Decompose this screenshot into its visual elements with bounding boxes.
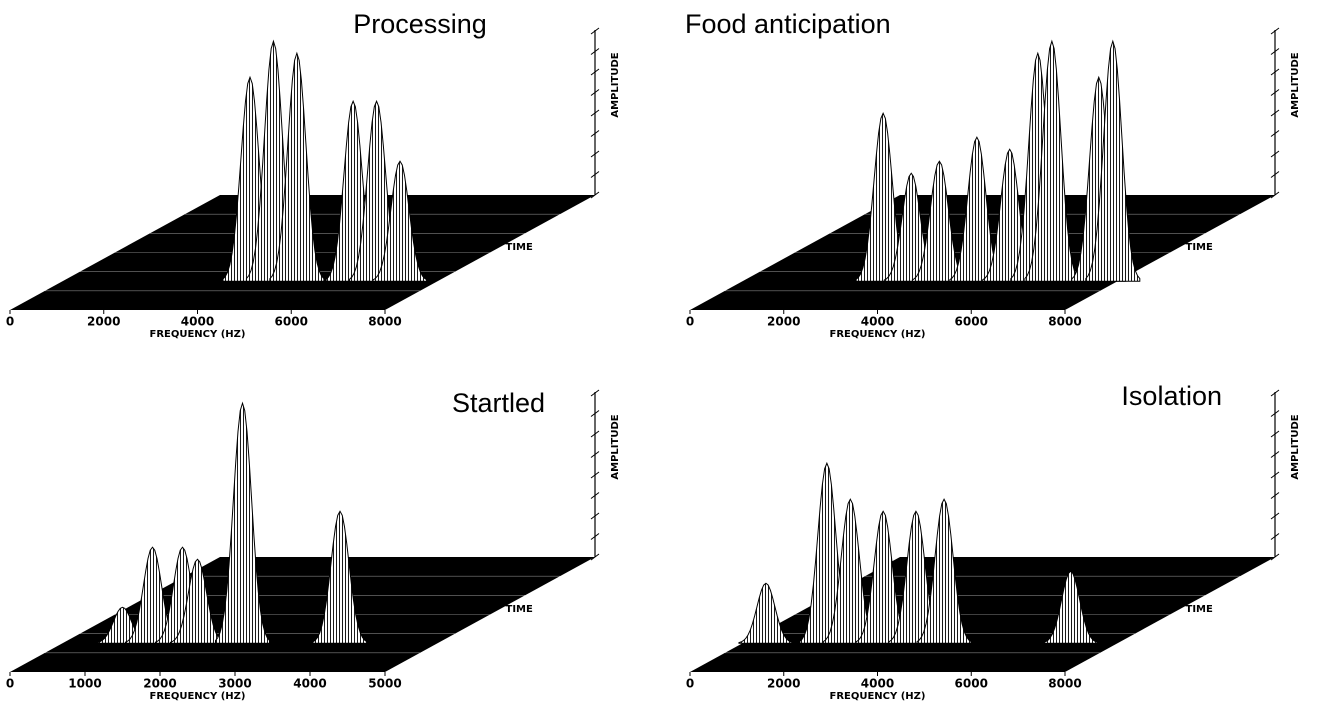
time-label: TIME [1186, 242, 1213, 253]
x-tick-label: 4000 [293, 677, 326, 691]
x-tick-label: 0 [686, 677, 694, 691]
x-axis-label: FREQUENCY (HZ) [149, 329, 245, 340]
amplitude-label: AMPLITUDE [1290, 52, 1301, 117]
x-tick-label: 2000 [767, 677, 800, 691]
x-tick-label: 6000 [955, 315, 988, 329]
amplitude-label: AMPLITUDE [610, 52, 621, 117]
x-tick-label: 2000 [767, 315, 800, 329]
x-axis-label: FREQUENCY (HZ) [149, 691, 245, 702]
chart-title: Food anticipation [685, 9, 891, 39]
x-axis-label: FREQUENCY (HZ) [829, 691, 925, 702]
x-tick-label: 8000 [1048, 677, 1081, 691]
x-tick-label: 2000 [143, 677, 176, 691]
amplitude-label: AMPLITUDE [610, 414, 621, 479]
chart-title: Processing [353, 9, 487, 39]
x-tick-label: 5000 [368, 677, 401, 691]
figure: 0 2000 4000 6000 8000 FREQUENCY (HZ) AMPLITUDE… [0, 0, 1318, 706]
time-label: TIME [506, 242, 533, 253]
chart-title: Isolation [1121, 381, 1222, 411]
x-axis-label: FREQUENCY (HZ) [829, 329, 925, 340]
x-tick-label: 2000 [87, 315, 120, 329]
time-label: TIME [506, 604, 533, 615]
x-tick-label: 1000 [68, 677, 101, 691]
chart-title: Startled [452, 388, 545, 418]
x-tick-label: 4000 [181, 315, 214, 329]
x-tick-label: 3000 [218, 677, 251, 691]
x-tick-label: 8000 [1048, 315, 1081, 329]
x-tick-label: 0 [6, 677, 14, 691]
time-label: TIME [1186, 604, 1213, 615]
x-tick-label: 0 [686, 315, 694, 329]
x-tick-label: 0 [6, 315, 14, 329]
x-tick-label: 6000 [275, 315, 308, 329]
amplitude-label: AMPLITUDE [1290, 414, 1301, 479]
x-tick-label: 4000 [861, 677, 894, 691]
x-tick-label: 8000 [368, 315, 401, 329]
x-tick-label: 4000 [861, 315, 894, 329]
x-tick-label: 6000 [955, 677, 988, 691]
